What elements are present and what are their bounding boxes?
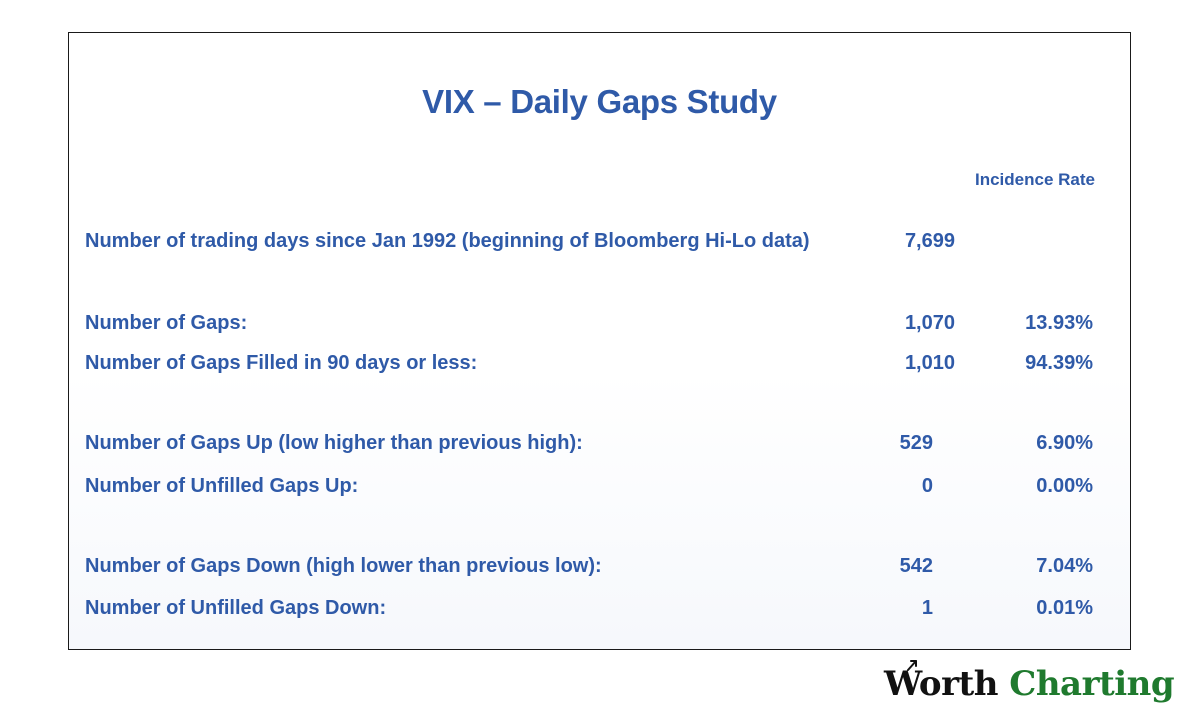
row-count: 7,699 (904, 230, 955, 252)
row-rate: 94.39% (1025, 352, 1093, 374)
row-label: Number of Gaps Filled in 90 days or less… (85, 352, 478, 374)
row-label: Number of Gaps Up (low higher than previ… (85, 432, 583, 454)
row-count: 1,010 (904, 352, 955, 374)
worth-charting-logo: Worth Charting (884, 660, 1175, 708)
row-rate: 13.93% (1025, 312, 1093, 334)
row-count: 529 (899, 432, 933, 454)
row-label: Number of Unfilled Gaps Up: (85, 475, 359, 497)
table-row: Number of Gaps: 1,070 13.93% (85, 312, 1115, 340)
incidence-rate-header: Incidence Rate (975, 170, 1095, 189)
row-label: Number of Gaps: (85, 312, 248, 334)
table-row: Number of Gaps Down (high lower than pre… (85, 555, 1115, 583)
row-rate: 0.00% (1036, 475, 1093, 497)
row-label: Number of trading days since Jan 1992 (b… (85, 230, 810, 252)
table-row: Number of Gaps Up (low higher than previ… (85, 432, 1115, 460)
table-row: Number of trading days since Jan 1992 (b… (85, 230, 1115, 258)
row-count: 1,070 (904, 312, 955, 334)
row-rate: 6.90% (1036, 432, 1093, 454)
table-row: Number of Unfilled Gaps Up: 0 0.00% (85, 475, 1115, 503)
table-row: Number of Unfilled Gaps Down: 1 0.01% (85, 597, 1115, 625)
logo-word-worth: Worth (884, 664, 998, 704)
row-rate: 0.01% (1036, 597, 1093, 619)
page-title: VIX – Daily Gaps Study (422, 83, 777, 120)
table-row: Number of Gaps Filled in 90 days or less… (85, 352, 1115, 380)
row-count: 0 (921, 475, 933, 497)
row-rate: 7.04% (1036, 555, 1093, 577)
logo-word-charting: Charting (1009, 664, 1175, 704)
study-panel: VIX – Daily Gaps Study Incidence Rate Nu… (68, 32, 1131, 650)
row-label: Number of Gaps Down (high lower than pre… (85, 555, 602, 577)
row-count: 1 (921, 597, 933, 619)
row-count: 542 (899, 555, 933, 577)
arrow-up-icon (907, 660, 917, 671)
row-label: Number of Unfilled Gaps Down: (85, 597, 387, 619)
